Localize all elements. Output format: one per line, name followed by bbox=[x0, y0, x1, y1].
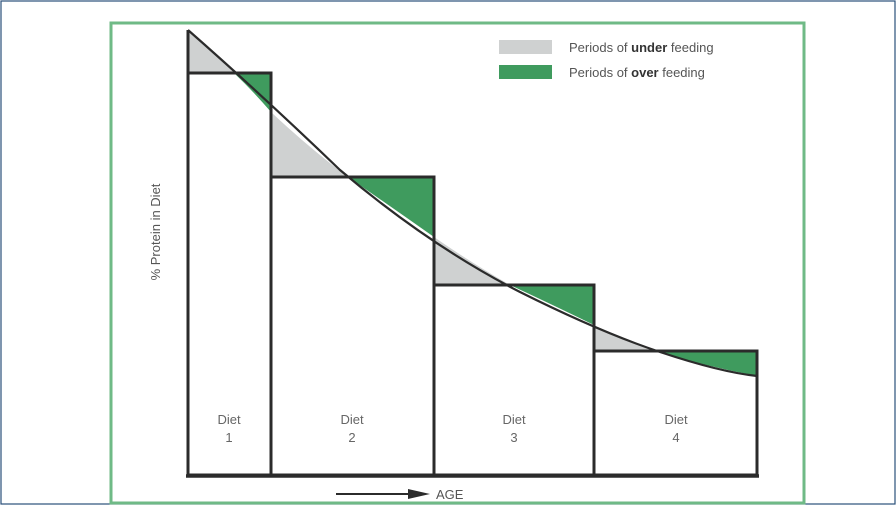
over-feeding-area-3 bbox=[510, 285, 594, 325]
diet-3-name: Diet bbox=[502, 412, 526, 427]
legend-label-under: Periods of under feeding bbox=[569, 40, 714, 55]
x-axis-label: AGE bbox=[436, 487, 464, 502]
protein-requirement-curve bbox=[187, 29, 758, 378]
diet-2-name: Diet bbox=[340, 412, 364, 427]
legend: Periods of under feeding Periods of over… bbox=[499, 40, 714, 80]
diet-labels: Diet 1 Diet 2 Diet 3 Diet 4 bbox=[217, 412, 688, 445]
diet-4-number: 4 bbox=[672, 430, 679, 445]
diet-3-number: 3 bbox=[510, 430, 517, 445]
legend-swatch-over bbox=[499, 65, 552, 79]
over-feeding-area-1 bbox=[234, 73, 271, 112]
under-feeding-area-4 bbox=[594, 325, 654, 351]
under-feeding-area-2 bbox=[271, 112, 348, 177]
diet-4-name: Diet bbox=[664, 412, 688, 427]
over-feeding-area-2 bbox=[348, 177, 434, 237]
under-feeding-area-3 bbox=[434, 237, 510, 285]
legend-label-over: Periods of over feeding bbox=[569, 65, 705, 80]
y-axis-label: % Protein in Diet bbox=[148, 183, 163, 280]
green-frame bbox=[109, 21, 806, 505]
diet-1-number: 1 bbox=[225, 430, 232, 445]
age-arrow bbox=[336, 489, 430, 499]
diet-1-name: Diet bbox=[217, 412, 241, 427]
legend-swatch-under bbox=[499, 40, 552, 54]
diet-2-number: 2 bbox=[348, 430, 355, 445]
